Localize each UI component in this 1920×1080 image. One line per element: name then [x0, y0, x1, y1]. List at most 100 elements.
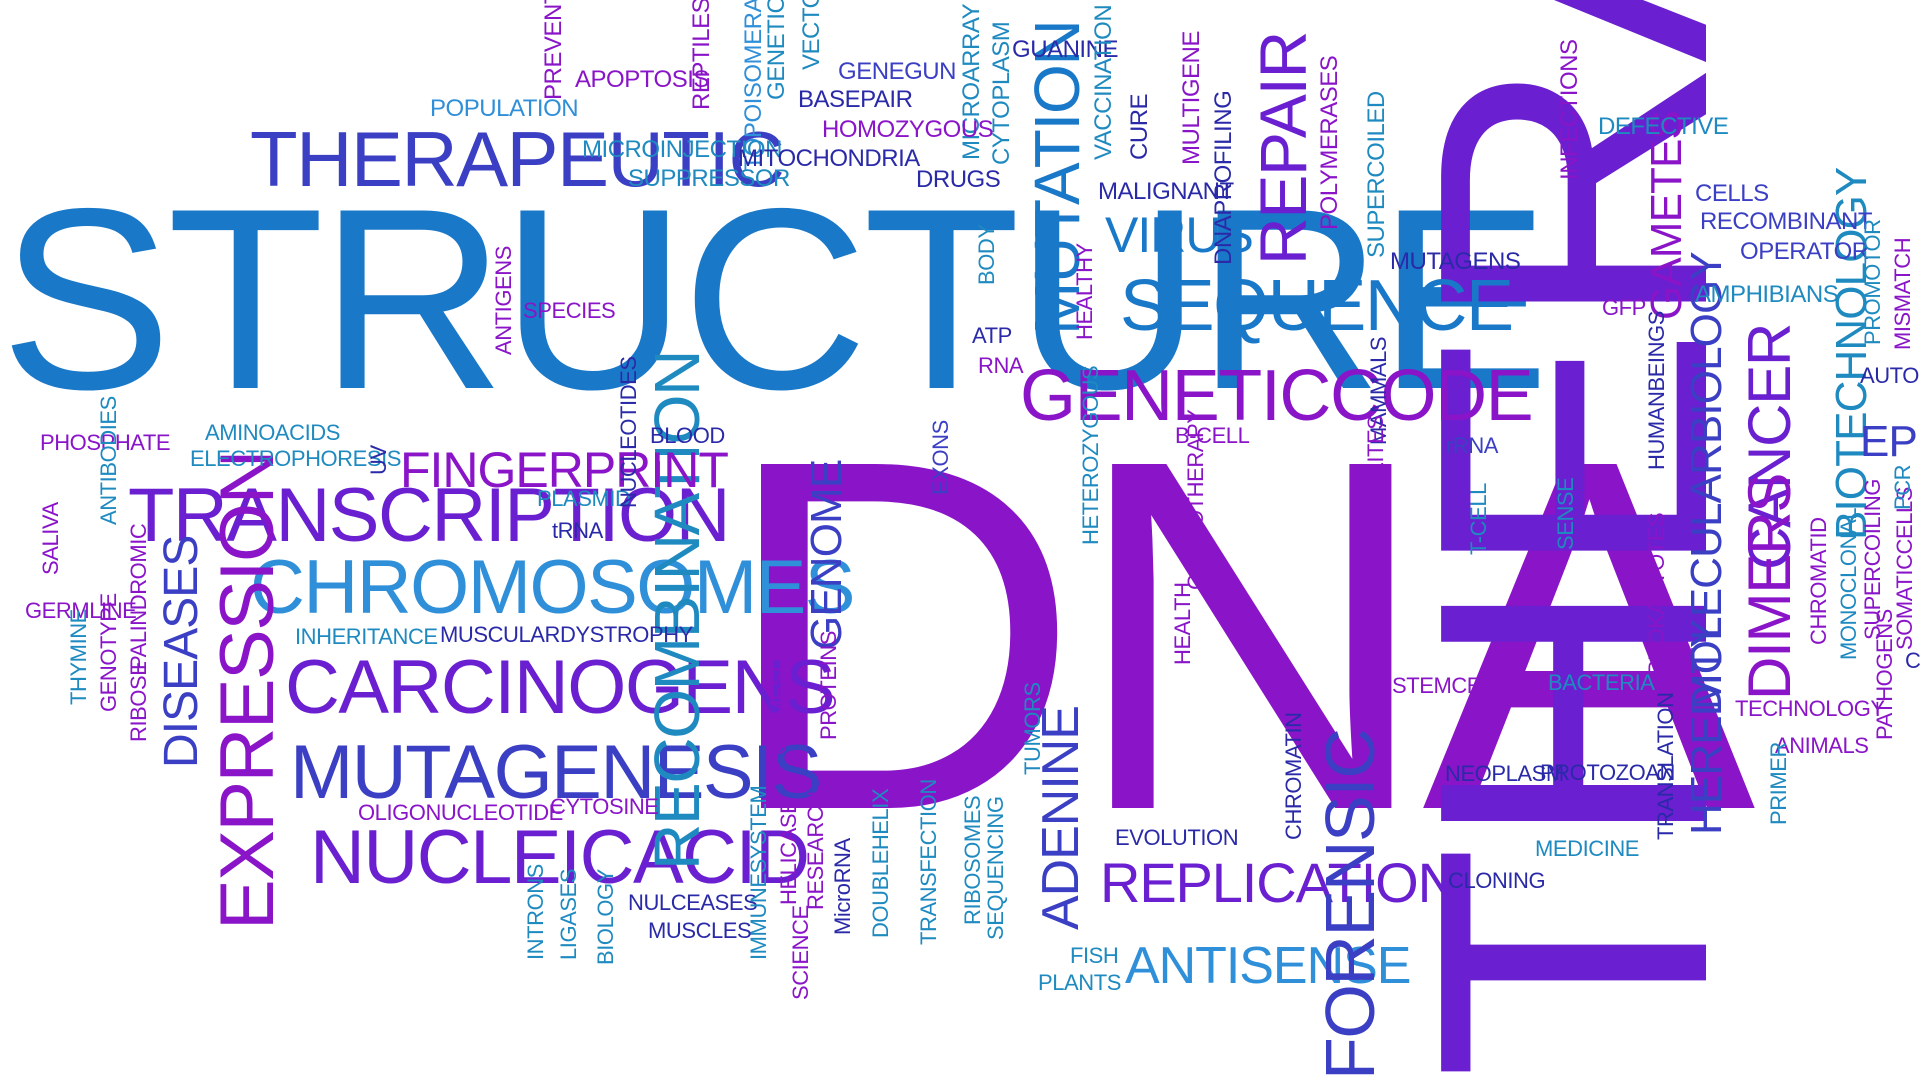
word-antisense: ANTISENSE [1125, 937, 1411, 995]
word-stemcells: STEMCELLS [1392, 673, 1519, 698]
word-therapeutic: THERAPEUTIC [250, 115, 785, 203]
word-prokaryotes: PROKARYOTES [1644, 512, 1669, 675]
word-introns: INTRONS [523, 864, 548, 960]
word-inheritance: INHERITANCE [295, 624, 438, 649]
word-genome: GENOME [802, 459, 851, 650]
word-diseases: DISEASES [155, 535, 208, 768]
word-antigens: ANTIGENS [491, 246, 516, 355]
word-pcr: PCR [1890, 464, 1915, 510]
word-sense: SENSE [1553, 477, 1578, 550]
word-biology: BIOLOGY [593, 869, 618, 965]
word-science: SCIENCE [788, 905, 813, 1000]
word-population: POPULATION [430, 95, 579, 122]
word-phosphate: PHOSPHATE [40, 430, 171, 455]
word-electrophoresis: ELECTROPHORESIS [190, 446, 402, 471]
word-germline: GERMLINE [25, 598, 137, 623]
word-cure: CURE [1126, 93, 1153, 160]
word-b-cell: B-CELL [1175, 423, 1250, 448]
word-plasmid: PLASMID [537, 486, 631, 511]
word-aminoacids: AMINOACIDS [205, 420, 340, 445]
word-chromosomes: CHROMOSOMES [250, 545, 856, 630]
word-oligonucleotide: OLIGONUCLEOTIDE [358, 800, 563, 825]
word-sequence: SEQUENCE [1120, 266, 1514, 346]
word-plants: PLANTS [1038, 970, 1121, 995]
word-tumors: TUMORS [1020, 682, 1045, 775]
word-exons: EXONS [928, 420, 953, 495]
word-infections: INFECTIONS [1556, 39, 1583, 180]
word-heredity: HEREDITY [1682, 619, 1731, 835]
word-fingerprint: FINGERPRINT [400, 442, 729, 498]
word-muscles: MUSCLES [648, 918, 752, 943]
word-amphibians: AMPHIBIANS [1695, 281, 1839, 308]
word-protozoan: PROTOZOAN [1540, 760, 1675, 785]
word-gametes: GAMETES [1642, 111, 1691, 320]
word-heterozygous: HETEROZYGOUS [1078, 365, 1103, 545]
word-virus: VIRUS [1105, 207, 1254, 263]
word-replication: REPLICATION [1100, 851, 1458, 914]
word-thymine: THYMINE [66, 609, 91, 705]
word-healthy: HEALTHY [1072, 243, 1097, 340]
word-drugs: DRUGS [916, 166, 1001, 193]
word-polymerases: POLYMERASES [1316, 55, 1343, 230]
word-blood: BLOOD [650, 423, 725, 448]
word-body: BODY [974, 224, 999, 285]
word-microinjection: MICROINJECTION [582, 136, 782, 163]
word-somaticcells: SOMATICCELLS [1892, 486, 1917, 650]
word-prevention: PREVENTION [540, 0, 567, 100]
word-species: SPECIES [523, 298, 616, 323]
word-saliva: SALIVA [38, 502, 63, 575]
word-transfection: TRANSFECTION [916, 779, 941, 945]
word-bacteria: BACTERIA [1548, 670, 1655, 695]
word-chromatin: CHROMATIN [1281, 712, 1306, 840]
word-repair: REPAIR [1246, 32, 1320, 265]
word-helicase: HELICASE [776, 799, 801, 905]
word-nulceases: NULCEASES [628, 890, 758, 915]
word-neoplasm: NEOPLASM [1445, 761, 1564, 786]
word-genegun: GENEGUN [838, 58, 956, 85]
word-transcription: TRANSCRIPTION [128, 473, 730, 558]
word-chemotherapy: CHEMOTHERAPY [1183, 409, 1208, 590]
word-operator: OPERATOR [1740, 238, 1869, 265]
word-ribose: RIBOSE [126, 661, 151, 743]
word-suppressor: SUPPRESSOR [628, 165, 790, 192]
word-homozygous: HOMOZYGOUS [822, 116, 994, 143]
word-carcinogens: CARCINOGENS [285, 645, 836, 730]
word-gfp: GFP [1602, 295, 1646, 320]
word-antibodies: ANTIBODIES [96, 396, 121, 525]
word-rrna: rRNA [1446, 433, 1499, 458]
word-defective: DEFECTIVE [1598, 113, 1729, 140]
word-cytosine: CYTOSINE [550, 794, 659, 819]
word-recombinant: RECOMBINANT [1700, 208, 1873, 235]
word-trna: tRNA [552, 518, 603, 543]
word-health: HEALTH [1170, 582, 1195, 665]
word-mutagens: MUTAGENS [1390, 248, 1521, 275]
word-genotype: GENOTYPE [96, 593, 121, 712]
word-promotor: PROMOTOR [1860, 219, 1885, 345]
word-ribosomes: RIBOSOMES [960, 795, 985, 925]
word-multigene: MULTIGENE [1178, 31, 1205, 165]
word-guanine: GUANINE [1012, 36, 1118, 63]
word-supercoiled: SUPERCOILED [1363, 91, 1390, 258]
word-research: RESEARCH [803, 791, 828, 910]
word-autoso: AUTOSO [1860, 363, 1920, 388]
word-medicine: MEDICINE [1535, 836, 1640, 861]
word-uv: UV [366, 445, 391, 475]
word-t-cell: T-CELL [1466, 483, 1491, 555]
word-dna: DNA [720, 355, 1756, 914]
word-geneticcode: GENETICCODE [1020, 356, 1534, 436]
word-chromatid: CHROMATID [1806, 517, 1831, 645]
word-expression: EXPRESSION [205, 451, 290, 930]
word-primer: PRIMER [1766, 742, 1791, 825]
word-mitochondria: MITOCHONDRIA [738, 145, 920, 172]
word-minisatellites: MINISATELLITES [1363, 415, 1388, 585]
word-mismatch: MISMATCH [1890, 237, 1915, 350]
word-cloning: CLONING [1448, 868, 1546, 893]
word-nucleotides: NUCLEOTIDES [616, 356, 641, 508]
word-immunesystem: IMMUNESYSTEM [746, 785, 771, 960]
word-malignant: MALIGNANT [1098, 178, 1234, 205]
word-crimescene: CRIMESCENE [766, 612, 791, 755]
word-musculardystrophy: MUSCULARDYSTROPHY [440, 622, 693, 647]
word-mutagenesis: MUTAGENESIS [290, 730, 822, 815]
word-reptiles: REPTILES [688, 0, 715, 110]
